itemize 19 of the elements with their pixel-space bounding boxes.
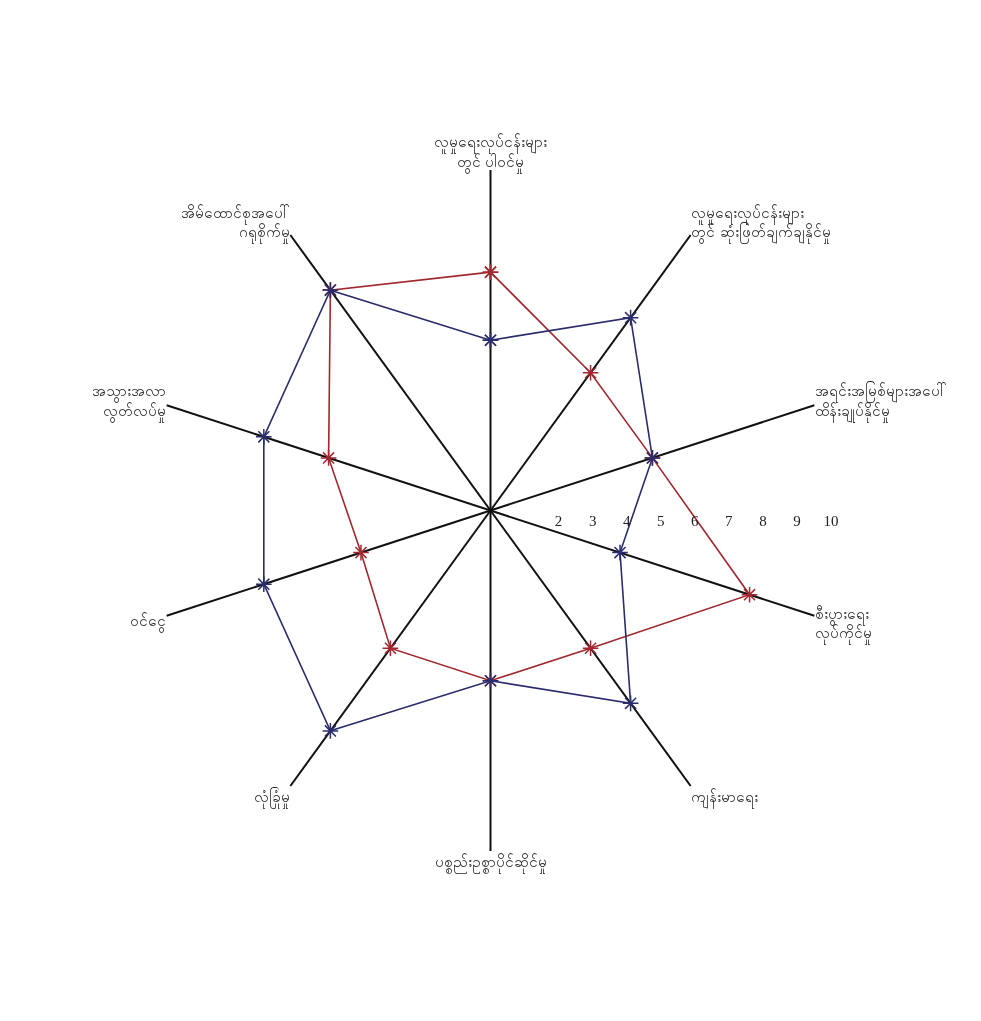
y-tick-label: 3 [588,513,597,529]
y-tick-label: 7 [725,513,734,529]
y-tick-label: 5 [657,513,665,529]
spoke-label: လူမှုရေးလုပ်ငန်းများ တွင် ပါဝင်မှု [434,133,547,174]
spoke-label: အိမ်ထောင်စုအပေါ် ဂရုစိုက်မှု [181,203,291,245]
y-tick-label: 10 [823,513,839,529]
y-tick-label: 4 [622,513,631,529]
spoke-label: အသွားအလာ လွတ်လပ်မှု [92,382,167,423]
y-tick-label: 6 [691,513,700,529]
spoke-label: လူမှုရေးလုပ်ငန်းများ တွင် ဆုံးဖြတ်ချက်ချနိုင်မှု [690,203,831,245]
spoke-label: ပစ္စည်းဥစ္စာပိုင်ဆိုင်မှု [434,852,547,874]
spoke-label: ကျန်းမာရေး [690,787,758,809]
spoke-label: ဝင်ငွေ [130,611,167,633]
spoke-label: လုံခြုံမှု [254,786,291,809]
spoke-label: စီးပွားရေး လုပ်ကိုင်မှု [814,604,872,646]
y-tick-label: 9 [793,513,801,529]
y-tick-label: 2 [554,513,563,529]
spoke-label: အရင်းအမြစ်များအပေါ် ထိန်းချုပ်နိုင်မှု [814,381,947,423]
y-tick-label: 8 [759,513,767,529]
